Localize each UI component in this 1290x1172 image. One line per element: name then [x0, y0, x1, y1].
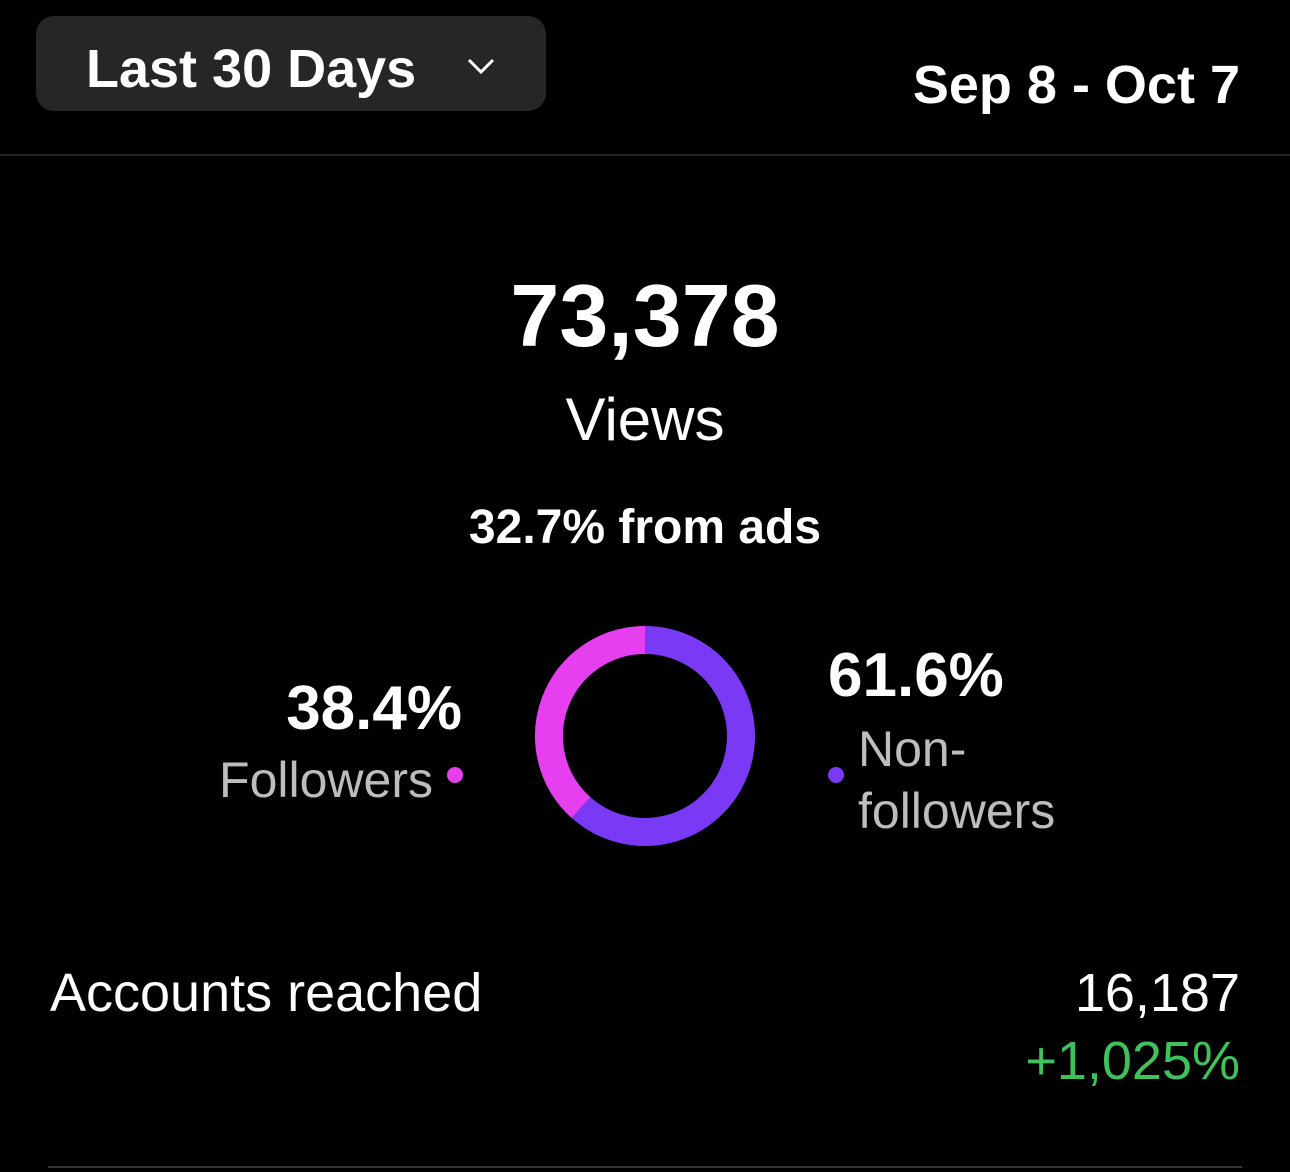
ads-note: 32.7% from ads [468, 501, 822, 554]
donut-segment [571, 626, 755, 846]
views-total: 73,378 [510, 266, 780, 365]
legend-label: Non-followers [858, 721, 1056, 839]
chevron-icon [467, 58, 495, 75]
metric-change: +1,025% [1025, 1031, 1240, 1091]
range-button[interactable]: Last 30 Days [36, 16, 546, 111]
donut-segment [535, 626, 646, 819]
divider [48, 1166, 1242, 1168]
value-label: 61.6% [828, 641, 1004, 710]
divider [0, 154, 1290, 156]
views-label: Views [565, 386, 725, 453]
donut-chart [535, 626, 755, 846]
metric-label: Accounts reached [50, 963, 483, 1023]
legend-marker [447, 767, 463, 783]
metric-value: 16,187 [1074, 963, 1240, 1023]
range-button-label: Last 30 Days [86, 39, 417, 99]
date-range: Sep 8 - Oct 7 [912, 55, 1240, 115]
value-label: 38.4% [286, 674, 462, 743]
legend-marker [828, 767, 844, 783]
legend-label: Followers [219, 752, 433, 808]
